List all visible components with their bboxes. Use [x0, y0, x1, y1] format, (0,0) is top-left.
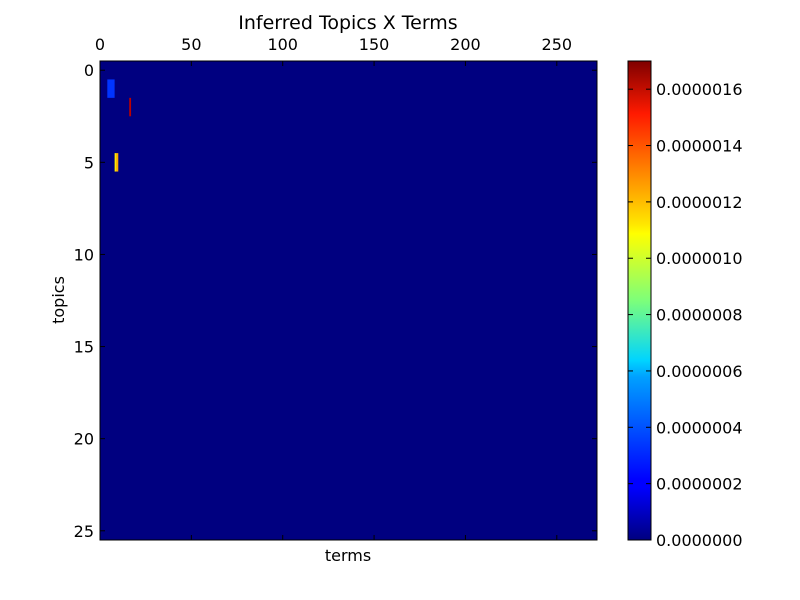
y-tick-label: 5 — [84, 153, 94, 172]
heatmap-cell-2 — [114, 153, 117, 172]
colorbar-tick-label: 0.0000004 — [656, 418, 743, 437]
colorbar-tick-label: 0.0000016 — [656, 80, 743, 99]
colorbar-tick-label: 0.0000000 — [656, 531, 743, 550]
y-tick-label: 15 — [74, 338, 94, 357]
y-tick-label: 0 — [84, 61, 94, 80]
heatmap-cell-0 — [107, 79, 115, 98]
x-tick-label: 250 — [542, 35, 573, 54]
heatmap-cell-3 — [116, 153, 119, 172]
y-axis: 0 5 10 15 20 25 — [74, 61, 597, 541]
colorbar-tick-label: 0.0000012 — [656, 193, 743, 212]
colorbar — [627, 60, 652, 541]
x-tick-label: 100 — [267, 35, 298, 54]
heatmap-background — [100, 61, 597, 540]
y-tick-label: 25 — [74, 522, 94, 541]
y-axis-title: topics — [49, 276, 68, 324]
colorbar-ticks: 0.0000000 0.0000002 0.0000004 0.0000006 0.00… — [628, 80, 743, 550]
chart-title: Inferred Topics X Terms — [238, 12, 457, 34]
colorbar-tick-label: 0.0000008 — [656, 306, 743, 325]
x-tick-label: 200 — [450, 35, 481, 54]
colorbar-tick-label: 0.0000014 — [656, 137, 743, 156]
x-tick-label: 0 — [95, 35, 105, 54]
x-tick-label: 150 — [359, 35, 390, 54]
plot-frame — [99, 60, 598, 541]
y-tick-label: 20 — [74, 430, 94, 449]
colorbar-tick-label: 0.0000002 — [656, 475, 743, 494]
colorbar-tick-label: 0.0000010 — [656, 249, 743, 268]
x-axis-title: terms — [325, 546, 371, 565]
x-axis: 0 50 100 150 200 250 — [95, 35, 572, 540]
heatmap-cells — [107, 79, 132, 172]
colorbar-tick-label: 0.0000006 — [656, 362, 743, 381]
heatmap-cell-1 — [129, 97, 132, 117]
x-tick-label: 50 — [181, 35, 201, 54]
y-tick-label: 10 — [74, 245, 94, 264]
